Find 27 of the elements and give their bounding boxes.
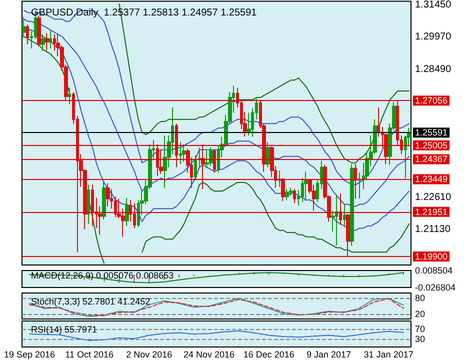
x-tick-label: 2 Nov 2016 (126, 350, 172, 360)
x-tick-label: 11 Oct 2016 (65, 350, 114, 360)
y-tick-label: 1.31450 (415, 0, 452, 10)
ref-line-label: 1.25005 (415, 140, 448, 150)
ref-line-label: 1.23449 (415, 174, 448, 184)
y-tick-label: 1.29970 (415, 32, 452, 43)
x-tick-label: 16 Dec 2016 (243, 350, 294, 360)
x-tick-label: 9 Jan 2017 (306, 350, 351, 360)
ref-line-label: 1.19900 (415, 252, 448, 262)
ref-line-label: 1.21951 (415, 206, 448, 217)
y-tick-label: 1.22610 (415, 192, 452, 203)
chart-title: Stoch(7,3,3) 52.7801 41.2452 (31, 296, 150, 306)
ref-line-label: 1.24367 (415, 154, 448, 164)
y-tick-label: 80 (415, 293, 426, 304)
y-tick-label: 1.28490 (415, 64, 452, 75)
ref-line-label: 1.27056 (415, 96, 448, 106)
y-tick-label: 20 (415, 308, 426, 319)
chart-title: RSI(14) 55.7971 (31, 324, 98, 334)
x-tick-label: 19 Sep 2016 (4, 350, 56, 360)
y-tick-label: 70 (415, 324, 426, 334)
x-tick-label: 31 Jan 2017 (364, 350, 414, 360)
y-tick-label: 0.008504 (415, 266, 453, 276)
y-tick-label: -0.026804 (415, 282, 456, 292)
y-tick-label: 30 (415, 334, 426, 344)
y-tick-label: 1.21130 (415, 224, 451, 236)
ref-line-label: 1.25591 (415, 128, 448, 138)
x-tick-label: 24 Nov 2016 (183, 350, 235, 360)
